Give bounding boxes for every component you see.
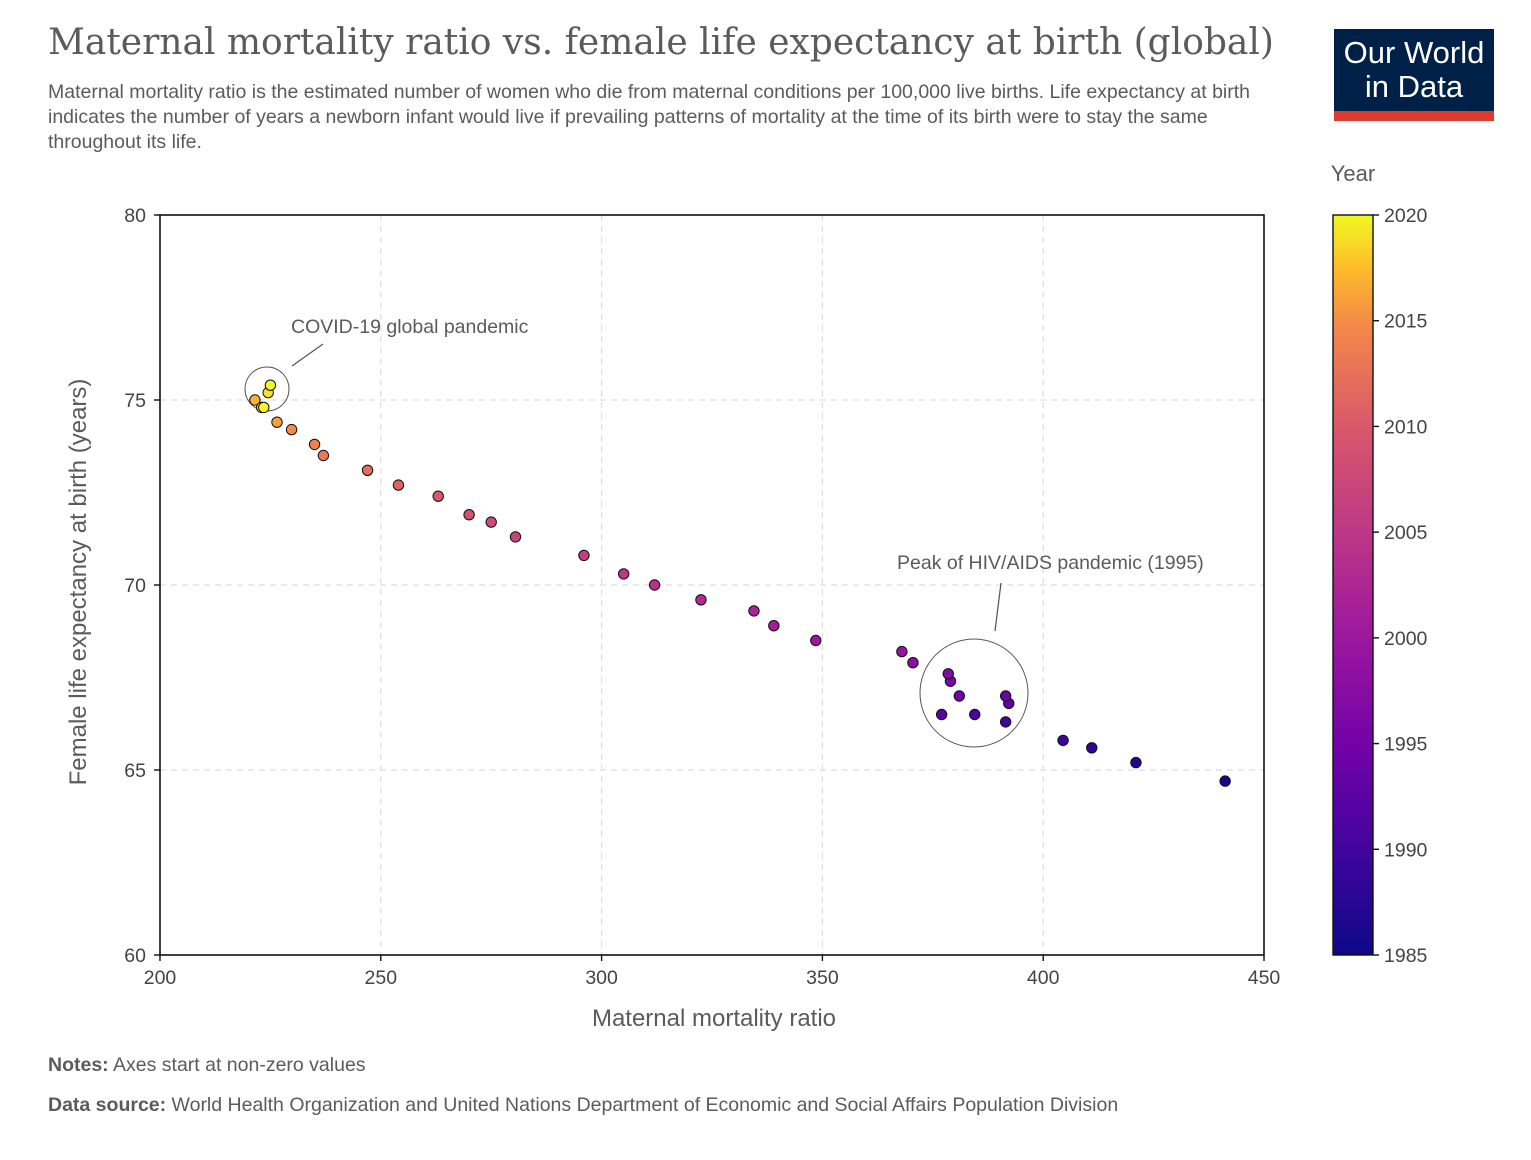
x-tick-label: 450 [1248, 967, 1281, 989]
logo-red-bar [1334, 111, 1494, 121]
x-tick-label: 400 [1027, 967, 1060, 989]
data-point[interactable] [953, 690, 965, 702]
hiv-annotation-label: Peak of HIV/AIDS pandemic (1995) [897, 552, 1204, 574]
y-tick-label: 60 [124, 945, 146, 967]
source-label: Data source: [48, 1094, 167, 1116]
colorbar-tick-label: 2010 [1384, 416, 1428, 438]
data-point[interactable] [999, 690, 1012, 702]
data-point[interactable] [578, 549, 590, 562]
y-tick-label: 75 [124, 390, 146, 412]
x-axis-label: Maternal mortality ratio [592, 1005, 836, 1032]
colorbar: Year 1985 1990 1995 2000 2005 2010 2015 2020 [1331, 161, 1428, 967]
data-point[interactable] [768, 620, 780, 632]
x-tick-label: 300 [585, 967, 618, 989]
y-tick-label: 65 [124, 760, 146, 782]
data-point[interactable] [509, 531, 522, 543]
colorbar-tick-label: 1990 [1384, 839, 1428, 861]
data-point[interactable] [896, 645, 908, 658]
data-point[interactable] [485, 516, 497, 528]
chart-subtitle: Maternal mortality ratio is the estimate… [48, 81, 1251, 153]
data-point[interactable] [271, 416, 283, 428]
data-point[interactable] [1219, 775, 1231, 787]
x-tick-label: 250 [365, 967, 398, 989]
data-point[interactable] [1130, 756, 1142, 769]
data-point[interactable] [308, 438, 321, 451]
colorbar-tick-label: 2000 [1384, 628, 1428, 650]
data-point[interactable] [463, 509, 475, 521]
y-axis-label: Female life expectancy at birth (years) [65, 379, 92, 786]
chart-title: Maternal mortality ratio vs. female life… [48, 22, 1274, 63]
colorbar-tick-label: 2005 [1384, 522, 1428, 544]
notes-text: Axes start at non-zero values [108, 1054, 366, 1076]
annotation-hiv: Peak of HIV/AIDS pandemic (1995) [897, 552, 1204, 748]
data-point[interactable] [285, 423, 298, 436]
data-point[interactable] [361, 464, 374, 476]
data-point[interactable] [392, 479, 405, 491]
data-point[interactable] [249, 394, 261, 406]
x-tick-label: 350 [806, 967, 839, 989]
source-text: World Health Organization and United Nat… [166, 1094, 1119, 1116]
data-point[interactable] [264, 379, 277, 391]
data-point[interactable] [258, 401, 270, 414]
owid-logo[interactable]: Our World in Data [1334, 29, 1494, 121]
covid-annotation-label: COVID-19 global pandemic [291, 316, 529, 338]
logo-line-1: Our World [1343, 35, 1485, 70]
covid-callout-line [291, 343, 324, 367]
hiv-callout-line [994, 582, 1002, 632]
footer-notes: Notes: Axes start at non-zero values [48, 1054, 366, 1077]
data-points [249, 379, 1231, 787]
data-point[interactable] [317, 449, 330, 462]
logo-line-2: in Data [1364, 69, 1464, 104]
data-point[interactable] [648, 579, 661, 591]
footer-source: Data source: World Health Organization a… [48, 1094, 1118, 1117]
hiv-highlight-circle [919, 638, 1029, 748]
data-point[interactable] [907, 657, 919, 669]
axis-ticks: 200 250 300 350 400 450 60 65 70 75 80 [124, 205, 1280, 989]
colorbar-tick-label: 2020 [1384, 205, 1428, 227]
colorbar-title: Year [1331, 161, 1375, 186]
colorbar-ticks: 1985 1990 1995 2000 2005 2010 2015 2020 [1373, 205, 1428, 967]
colorbar-gradient [1332, 214, 1374, 956]
x-tick-label: 200 [144, 967, 177, 989]
data-point[interactable] [999, 716, 1012, 728]
data-point[interactable] [432, 490, 444, 502]
data-point[interactable] [1057, 734, 1069, 747]
colorbar-tick-label: 1995 [1384, 734, 1428, 756]
annotation-covid: COVID-19 global pandemic [244, 316, 529, 412]
y-tick-label: 70 [124, 575, 146, 597]
grid [160, 215, 1264, 955]
colorbar-tick-label: 1985 [1384, 945, 1428, 967]
colorbar-tick-label: 2015 [1384, 311, 1428, 333]
data-point[interactable] [1086, 742, 1098, 754]
logo-text: Our World in Data [1334, 36, 1494, 104]
data-point[interactable] [935, 708, 948, 721]
data-point[interactable] [748, 605, 760, 617]
data-point[interactable] [942, 668, 954, 680]
notes-label: Notes: [48, 1054, 109, 1076]
data-point[interactable] [617, 568, 630, 580]
data-point[interactable] [969, 708, 981, 721]
data-point[interactable] [695, 594, 707, 606]
data-point[interactable] [810, 634, 822, 647]
y-tick-label: 80 [124, 205, 146, 227]
